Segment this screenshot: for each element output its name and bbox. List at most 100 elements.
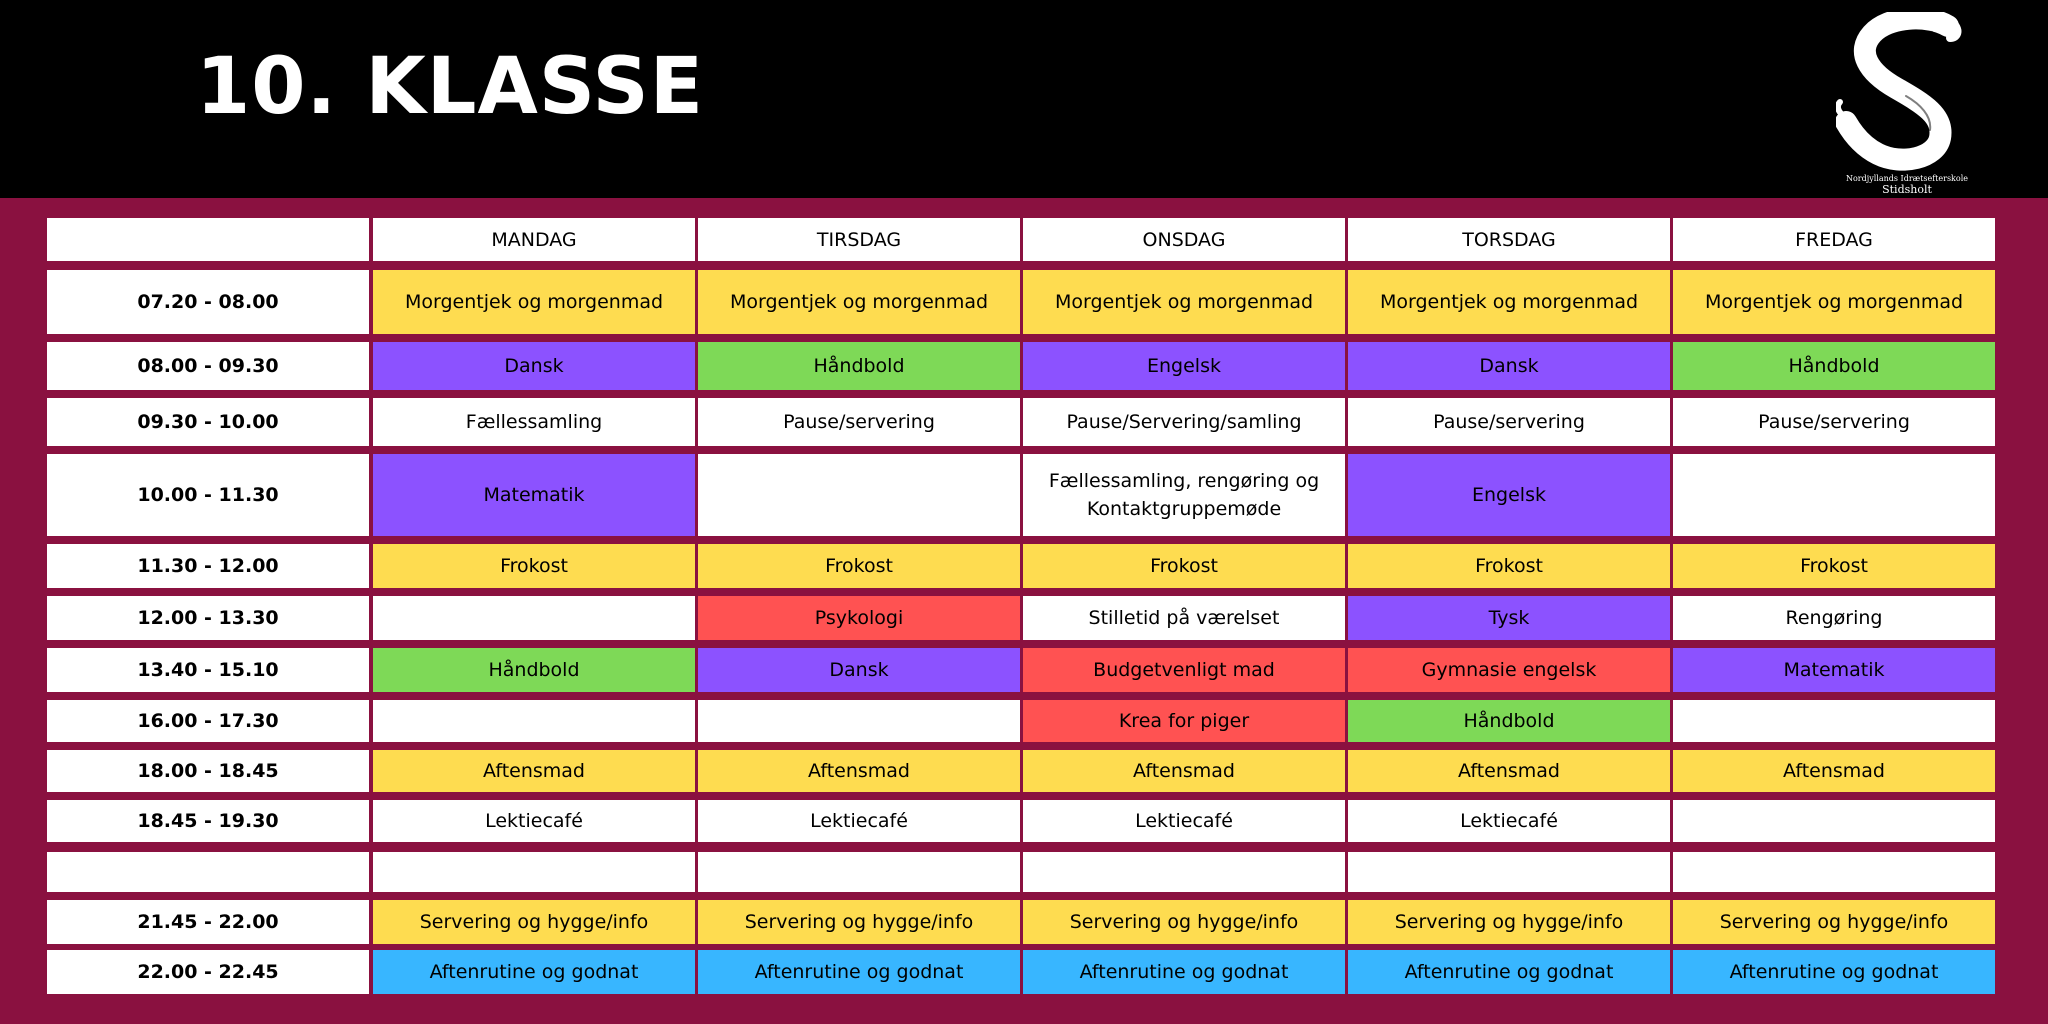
activity-cell: Morgentjek og morgenmad [1023, 270, 1345, 334]
activity-cell: Gymnasie engelsk [1348, 648, 1670, 692]
activity-cell: Matematik [373, 454, 695, 536]
time-cell: 21.45 - 22.00 [47, 900, 369, 944]
activity-cell: Aftensmad [698, 750, 1020, 792]
time-cell: 13.40 - 15.10 [47, 648, 369, 692]
activity-cell: Frokost [373, 544, 695, 588]
schedule-row: 11.30 - 12.00 Frokost Frokost Frokost Frokos… [47, 544, 1997, 588]
school-logo: Nordjyllands Idrætsefterskole Stidsholt [1836, 12, 1978, 196]
activity-cell: Lektiecafé [1023, 800, 1345, 842]
activity-cell: Lektiecafé [373, 800, 695, 842]
activity-cell: Servering og hygge/info [1348, 900, 1670, 944]
time-cell: 12.00 - 13.30 [47, 596, 369, 640]
activity-cell [1673, 700, 1995, 742]
brush-s-logo-icon [1836, 12, 1962, 171]
day-header-torsdag: TORSDAG [1348, 218, 1670, 261]
time-cell: 22.00 - 22.45 [47, 950, 369, 994]
activity-cell: Aftenrutine og godnat [698, 950, 1020, 994]
time-cell: 18.45 - 19.30 [47, 800, 369, 842]
day-header-onsdag: ONSDAG [1023, 218, 1345, 261]
activity-cell: Aftenrutine og godnat [373, 950, 695, 994]
activity-cell: Rengøring [1673, 596, 1995, 640]
activity-cell [1673, 852, 1995, 892]
activity-cell: Servering og hygge/info [1023, 900, 1345, 944]
schedule-row: 08.00 - 09.30 Dansk Håndbold Engelsk Dansk Hå… [47, 342, 1997, 390]
activity-cell: Aftenrutine og godnat [1673, 950, 1995, 994]
activity-cell: Dansk [698, 648, 1020, 692]
activity-cell: Stilletid på værelset [1023, 596, 1345, 640]
schedule-row: 13.40 - 15.10 Håndbold Dansk Budgetvenligt … [47, 648, 1997, 692]
activity-cell [1673, 800, 1995, 842]
time-cell: 16.00 - 17.30 [47, 700, 369, 742]
time-cell: 18.00 - 18.45 [47, 750, 369, 792]
activity-cell: Frokost [1348, 544, 1670, 588]
activity-cell [698, 852, 1020, 892]
activity-cell: Matematik [1673, 648, 1995, 692]
activity-cell [1023, 852, 1345, 892]
activity-cell: Håndbold [1673, 342, 1995, 390]
activity-cell: Engelsk [1023, 342, 1345, 390]
schedule-row [47, 852, 1997, 892]
activity-cell: Aftensmad [1023, 750, 1345, 792]
activity-cell: Dansk [1348, 342, 1670, 390]
activity-cell [373, 852, 695, 892]
activity-cell: Servering og hygge/info [698, 900, 1020, 944]
activity-cell [1673, 454, 1995, 536]
time-cell: 11.30 - 12.00 [47, 544, 369, 588]
time-cell: 10.00 - 11.30 [47, 454, 369, 536]
activity-cell: Psykologi [698, 596, 1020, 640]
activity-cell: Håndbold [373, 648, 695, 692]
activity-cell [698, 700, 1020, 742]
schedule-row: 07.20 - 08.00 Morgentjek og morgenmad Morg… [47, 270, 1997, 334]
corner-cell [47, 218, 369, 261]
schedule-row: 21.45 - 22.00 Servering og hygge/info Serv… [47, 900, 1997, 944]
activity-cell: Frokost [1023, 544, 1345, 588]
activity-cell: Tysk [1348, 596, 1670, 640]
activity-cell: Engelsk [1348, 454, 1670, 536]
activity-cell: Morgentjek og morgenmad [1673, 270, 1995, 334]
time-cell: 09.30 - 10.00 [47, 398, 369, 446]
activity-cell: Pause/servering [1673, 398, 1995, 446]
activity-cell [698, 454, 1020, 536]
time-cell: 08.00 - 09.30 [47, 342, 369, 390]
activity-cell: Aftensmad [373, 750, 695, 792]
day-header-mandag: MANDAG [373, 218, 695, 261]
activity-cell: Håndbold [1348, 700, 1670, 742]
activity-cell: Frokost [1673, 544, 1995, 588]
day-header-fredag: FREDAG [1673, 218, 1995, 261]
header-bar: 10. KLASSE Nordjyllands Idrætsefterskole… [0, 0, 2048, 198]
logo-school-name: Stidsholt [1882, 183, 1932, 196]
activity-cell [1348, 852, 1670, 892]
activity-cell: Dansk [373, 342, 695, 390]
schedule-row: 22.00 - 22.45 Aftenrutine og godnat Aftenr… [47, 950, 1997, 994]
activity-cell [373, 596, 695, 640]
day-header-tirsdag: TIRSDAG [698, 218, 1020, 261]
activity-cell: Servering og hygge/info [373, 900, 695, 944]
time-cell: 07.20 - 08.00 [47, 270, 369, 334]
activity-cell: Lektiecafé [1348, 800, 1670, 842]
activity-cell [373, 700, 695, 742]
activity-cell: Lektiecafé [698, 800, 1020, 842]
schedule-row: 09.30 - 10.00 Fællessamling Pause/serverin… [47, 398, 1997, 446]
schedule-row: 18.00 - 18.45 Aftensmad Aftensmad Aftensmad… [47, 750, 1997, 792]
activity-cell: Aftenrutine og godnat [1023, 950, 1345, 994]
activity-cell: Morgentjek og morgenmad [698, 270, 1020, 334]
activity-cell: Budgetvenligt mad [1023, 648, 1345, 692]
activity-cell: Aftensmad [1348, 750, 1670, 792]
activity-cell: Fællessamling [373, 398, 695, 446]
activity-cell: Morgentjek og morgenmad [1348, 270, 1670, 334]
activity-cell: Håndbold [698, 342, 1020, 390]
activity-cell: Krea for piger [1023, 700, 1345, 742]
schedule-row: 10.00 - 11.30 Matematik Fællessamling, ren… [47, 454, 1997, 536]
schedule-row: 12.00 - 13.30 Psykologi Stilletid på værel… [47, 596, 1997, 640]
schedule-row: 16.00 - 17.30 Krea for piger Håndbold [47, 700, 1997, 742]
activity-cell: Aftenrutine og godnat [1348, 950, 1670, 994]
logo-school-line: Nordjyllands Idrætsefterskole [1845, 174, 1969, 183]
activity-cell: Frokost [698, 544, 1020, 588]
activity-cell: Pause/Servering/samling [1023, 398, 1345, 446]
activity-cell: Fællessamling, rengøring og Kontaktgrupp… [1023, 454, 1345, 536]
activity-cell: Morgentjek og morgenmad [373, 270, 695, 334]
time-cell [47, 852, 369, 892]
activity-cell: Pause/servering [698, 398, 1020, 446]
activity-cell: Aftensmad [1673, 750, 1995, 792]
schedule-row: 18.45 - 19.30 Lektiecafé Lektiecafé Lektiec… [47, 800, 1997, 842]
